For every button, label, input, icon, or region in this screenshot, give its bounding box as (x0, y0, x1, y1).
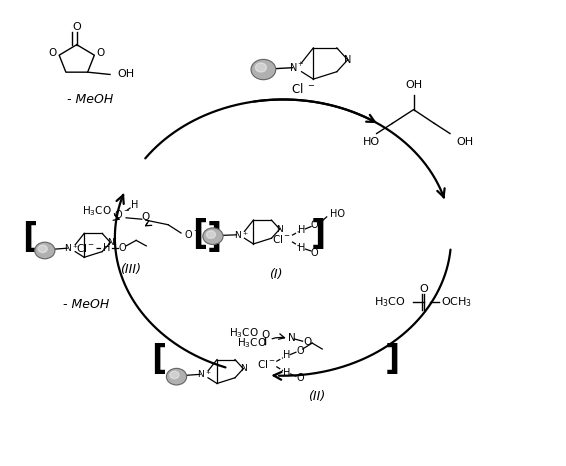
Circle shape (205, 230, 219, 242)
Text: N: N (288, 333, 296, 343)
Text: N$^+$: N$^+$ (65, 242, 79, 254)
Text: OH: OH (457, 137, 474, 147)
Text: Cl$^-$: Cl$^-$ (257, 358, 276, 370)
Text: O$^-$: O$^-$ (114, 208, 130, 219)
Text: (II): (II) (308, 390, 325, 403)
Text: H: H (298, 225, 305, 235)
Text: O: O (261, 330, 269, 340)
Text: H: H (282, 368, 290, 378)
Text: O: O (97, 48, 105, 58)
Circle shape (36, 243, 53, 257)
Text: N$^+$: N$^+$ (289, 61, 305, 74)
Circle shape (170, 371, 179, 379)
Circle shape (206, 231, 217, 240)
Text: H: H (131, 200, 138, 210)
Text: N$^+$: N$^+$ (234, 229, 248, 241)
Text: H$_3$CO: H$_3$CO (374, 295, 405, 309)
Circle shape (170, 372, 180, 380)
Circle shape (203, 228, 222, 244)
Text: OH: OH (405, 80, 422, 90)
Text: ]: ] (311, 218, 326, 251)
Circle shape (169, 371, 181, 381)
Text: ]: ] (385, 343, 400, 376)
Text: H$_3$CO: H$_3$CO (237, 336, 267, 350)
Circle shape (207, 231, 216, 240)
Circle shape (37, 245, 50, 255)
Text: - MeOH: - MeOH (67, 93, 113, 106)
Text: N$^+$: N$^+$ (197, 369, 212, 380)
Text: H: H (104, 243, 111, 253)
Text: ]: ] (207, 221, 222, 254)
Text: H$_3$CO: H$_3$CO (229, 326, 259, 340)
Circle shape (35, 242, 55, 259)
Circle shape (255, 63, 267, 72)
Circle shape (38, 245, 48, 253)
Text: N: N (276, 225, 283, 233)
Circle shape (252, 60, 275, 79)
Circle shape (168, 370, 184, 383)
Circle shape (35, 242, 55, 259)
Text: HO: HO (330, 209, 345, 219)
Circle shape (36, 244, 52, 257)
Circle shape (167, 369, 186, 384)
Circle shape (252, 61, 273, 78)
Circle shape (254, 62, 270, 75)
Text: O: O (142, 212, 150, 222)
Circle shape (251, 59, 276, 80)
Text: H$_3$CO: H$_3$CO (82, 204, 112, 218)
Text: H: H (298, 243, 305, 253)
Text: N: N (107, 238, 114, 247)
Circle shape (205, 230, 218, 241)
Circle shape (204, 229, 221, 243)
Circle shape (203, 228, 223, 245)
Circle shape (35, 243, 54, 258)
Circle shape (251, 59, 276, 80)
Circle shape (166, 368, 187, 385)
Circle shape (254, 62, 271, 76)
Circle shape (253, 61, 272, 77)
Circle shape (255, 63, 268, 74)
Text: [: [ (192, 218, 208, 251)
Text: OH: OH (117, 69, 134, 80)
Circle shape (166, 368, 187, 385)
Text: O: O (303, 336, 311, 347)
Text: Cl $^-$: Cl $^-$ (291, 82, 316, 96)
Text: O: O (49, 48, 57, 58)
Text: O: O (296, 373, 303, 383)
Text: O: O (311, 248, 318, 258)
Text: O: O (420, 284, 428, 294)
Circle shape (168, 370, 185, 384)
Text: Cl$^-$: Cl$^-$ (76, 242, 95, 254)
Text: N: N (240, 364, 247, 373)
Text: O: O (72, 22, 81, 32)
Text: Cl$^-$: Cl$^-$ (272, 233, 291, 245)
Text: O: O (296, 346, 303, 356)
Circle shape (203, 228, 223, 245)
Text: (I): (I) (269, 268, 283, 281)
Text: H: H (282, 350, 290, 361)
Text: N: N (344, 55, 351, 65)
Circle shape (169, 371, 182, 381)
Circle shape (255, 63, 269, 75)
Circle shape (37, 244, 51, 256)
Circle shape (38, 245, 49, 254)
Circle shape (169, 370, 183, 382)
Text: O: O (118, 243, 126, 253)
Text: (III): (III) (120, 263, 141, 276)
Text: O: O (311, 220, 318, 230)
Text: O$^-$: O$^-$ (184, 228, 200, 240)
Circle shape (38, 246, 48, 254)
Text: [: [ (22, 221, 37, 254)
Circle shape (204, 229, 220, 242)
Text: HO: HO (362, 137, 380, 147)
Text: [: [ (151, 343, 166, 376)
Text: OCH$_3$: OCH$_3$ (441, 295, 473, 309)
Circle shape (207, 231, 216, 238)
Text: - MeOH: - MeOH (63, 298, 109, 311)
